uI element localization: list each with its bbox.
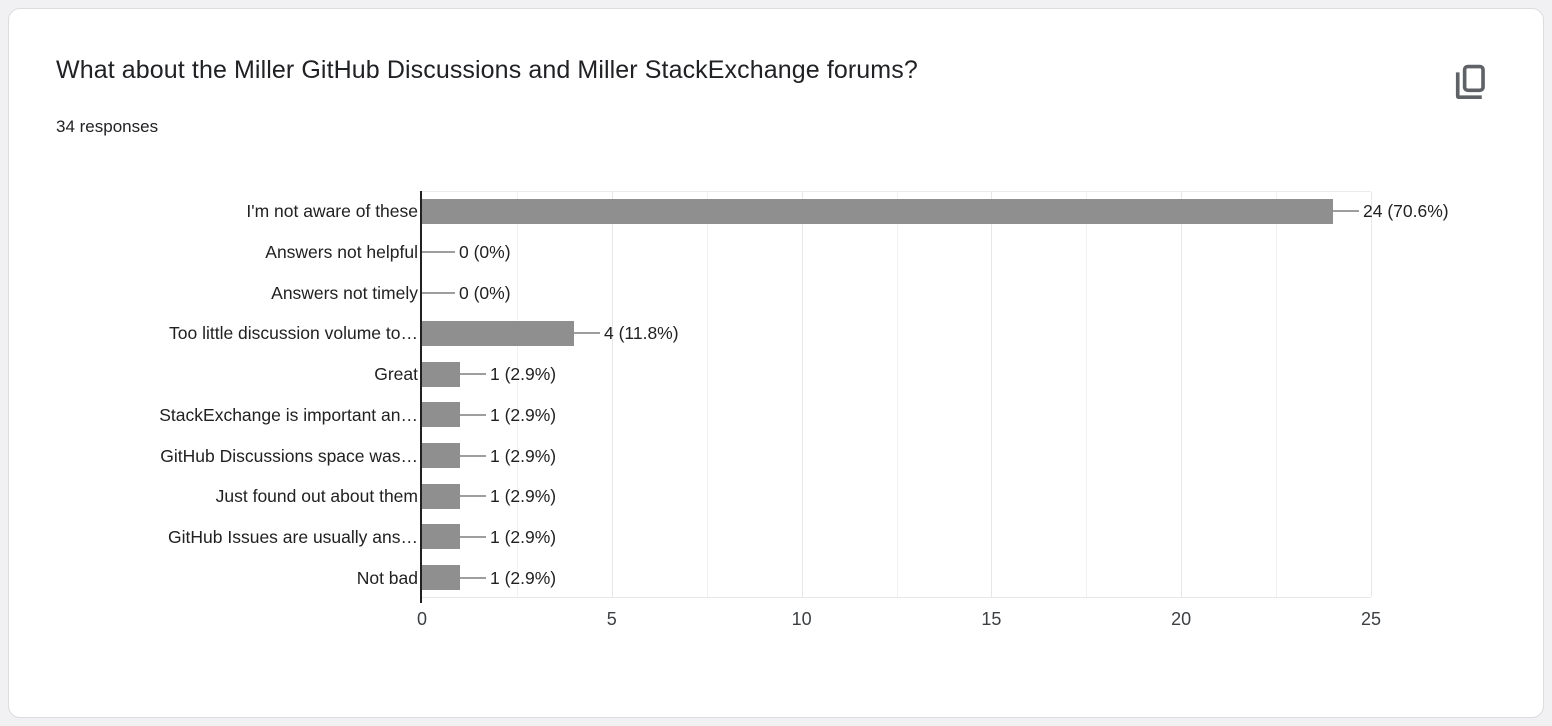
- copy-icon: [1447, 60, 1493, 106]
- category-label: GitHub Issues are usually ans…: [168, 526, 418, 547]
- leader-line: [460, 495, 486, 498]
- gridline-minor: [1086, 192, 1087, 597]
- x-tick-label: 15: [981, 609, 1002, 629]
- gridline-minor: [517, 192, 518, 597]
- value-label: 1 (2.9%): [490, 404, 557, 425]
- category-label: StackExchange is important an…: [159, 404, 418, 425]
- bar[interactable]: [422, 198, 1333, 224]
- category-label: Too little discussion volume to…: [169, 323, 418, 344]
- bar[interactable]: [422, 402, 460, 428]
- gridline-minor: [1276, 192, 1277, 597]
- x-tick-label: 0: [416, 609, 427, 629]
- leader-line: [460, 576, 486, 579]
- gridline-major: [991, 192, 992, 597]
- value-label: 1 (2.9%): [490, 364, 557, 385]
- bar[interactable]: [422, 483, 460, 509]
- bar[interactable]: [422, 524, 460, 550]
- leader-line: [460, 373, 486, 376]
- leader-line: [422, 251, 455, 254]
- gridline-major: [1371, 192, 1372, 597]
- leader-line: [1333, 210, 1359, 213]
- value-label: 1 (2.9%): [490, 567, 557, 588]
- responses-count: 34 responses: [56, 117, 159, 136]
- gridline-minor: [707, 192, 708, 597]
- category-label: I'm not aware of these: [246, 201, 418, 222]
- value-label: 1 (2.9%): [490, 526, 557, 547]
- leader-line: [460, 413, 486, 416]
- bar[interactable]: [422, 320, 574, 346]
- bar-chart: I'm not aware of these 24 (70.6%) Answers …: [9, 9, 1545, 719]
- gridline-major: [1181, 192, 1182, 597]
- x-tick-label: 5: [606, 609, 617, 629]
- leader-line: [422, 291, 455, 294]
- category-label: Answers not timely: [271, 282, 418, 303]
- gridline-major: [612, 192, 613, 597]
- category-label: GitHub Discussions space was…: [160, 445, 418, 466]
- category-label: Just found out about them: [215, 486, 418, 507]
- leader-line: [460, 535, 486, 538]
- value-label: 24 (70.6%): [1363, 201, 1449, 222]
- copy-chart-button[interactable]: [1438, 51, 1502, 115]
- category-label: Not bad: [356, 567, 418, 588]
- x-tick-label: 10: [791, 609, 812, 629]
- value-label: 1 (2.9%): [490, 486, 557, 507]
- bar[interactable]: [422, 565, 460, 591]
- bar[interactable]: [422, 443, 460, 469]
- gridline-minor: [897, 192, 898, 597]
- category-label: Great: [374, 364, 418, 385]
- leader-line: [460, 454, 486, 457]
- x-tick-label: 20: [1171, 609, 1192, 629]
- category-label: Answers not helpful: [265, 242, 418, 263]
- value-label: 1 (2.9%): [490, 445, 557, 466]
- value-label: 4 (11.8%): [604, 323, 679, 344]
- value-label: 0 (0%): [459, 242, 511, 263]
- bar[interactable]: [422, 361, 460, 387]
- leader-line: [574, 332, 600, 335]
- x-tick-label: 25: [1360, 609, 1382, 629]
- plot-area: [422, 191, 1372, 598]
- gridline-major: [802, 192, 803, 597]
- chart-card: What about the Miller GitHub Discussions…: [8, 8, 1544, 718]
- question-title: What about the Miller GitHub Discussions…: [56, 56, 918, 84]
- y-axis-line: [420, 191, 422, 603]
- value-label: 0 (0%): [459, 282, 511, 303]
